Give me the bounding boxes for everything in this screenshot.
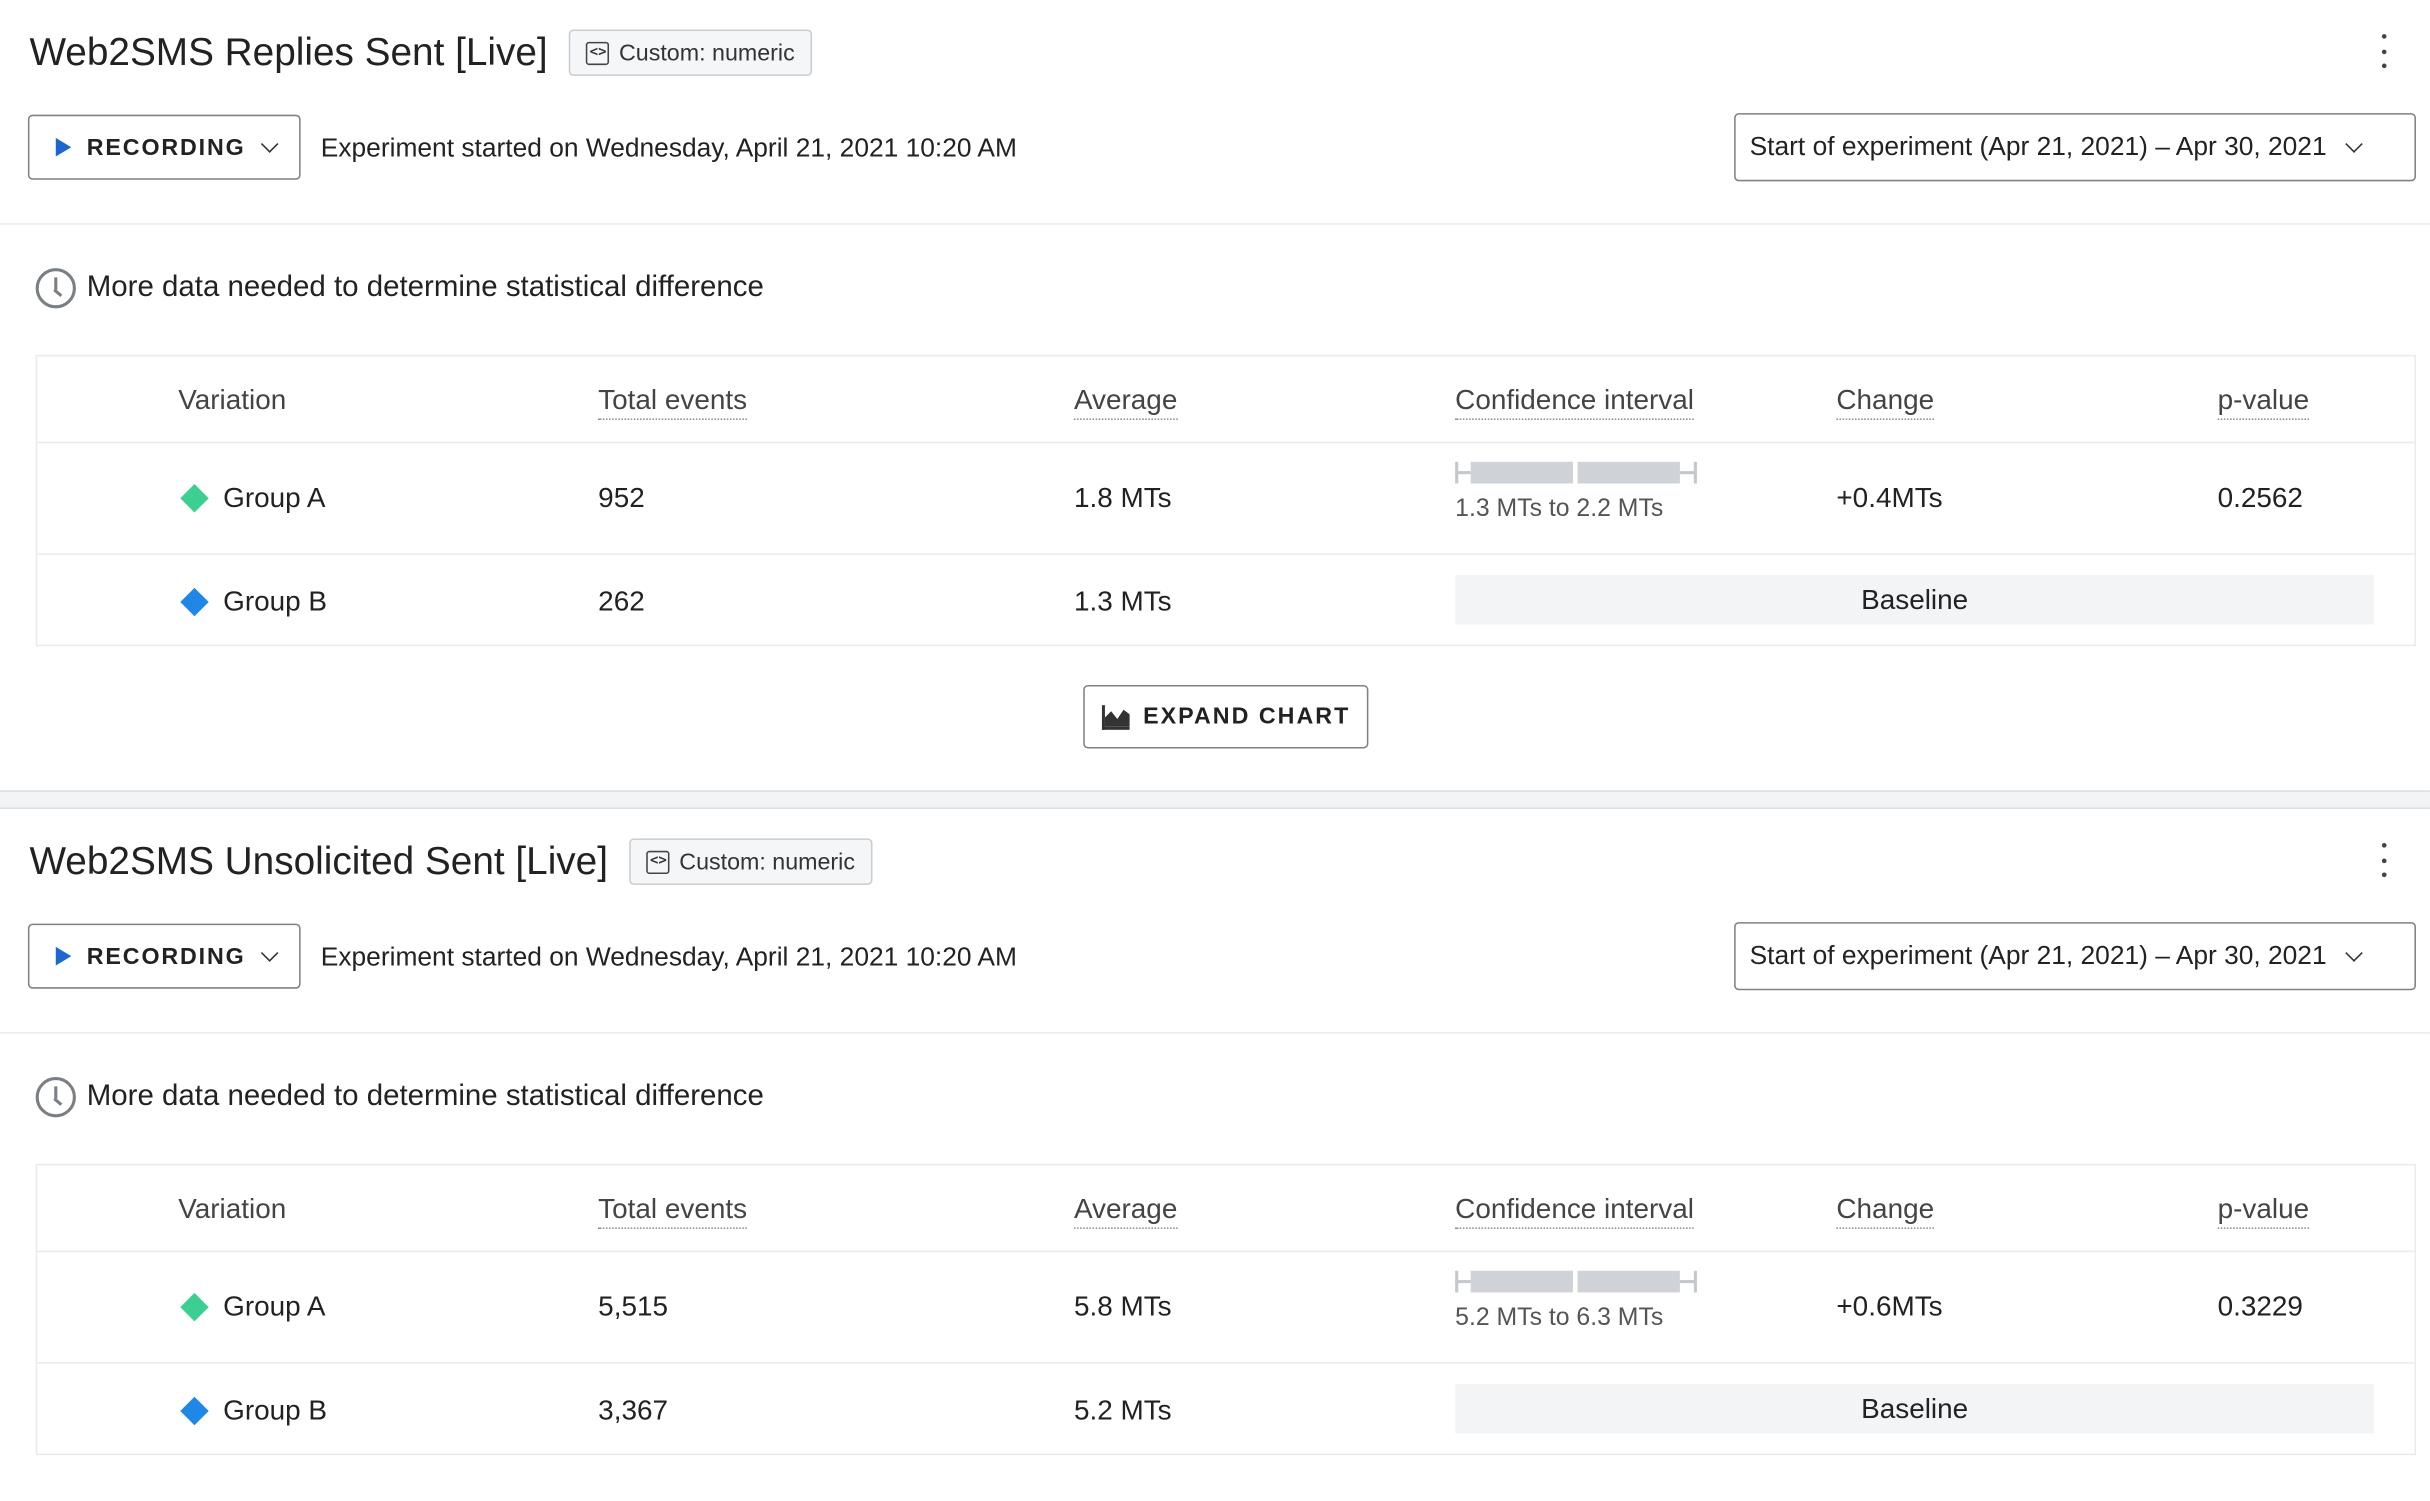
code-icon: <> [586, 41, 610, 65]
variation-name: Group B [223, 1394, 328, 1426]
experiment-started-text: Experiment started on Wednesday, April 2… [320, 942, 1017, 972]
date-range-select[interactable]: Start of experiment (Apr 21, 2021) – Apr… [1734, 922, 2416, 991]
kebab-menu-icon[interactable] [2377, 843, 2389, 878]
column-header-variation: Variation [178, 384, 287, 416]
variation-cell: Group A [178, 1290, 326, 1324]
metric-type-badge: <> Custom: numeric [569, 29, 812, 76]
column-header-p-value[interactable]: p-value [2217, 384, 2310, 420]
variation-name: Group A [223, 481, 326, 513]
status-text: More data needed to determine statistica… [86, 271, 764, 304]
clock-icon [35, 268, 76, 309]
table-row: Group A 952 1.8 MTs 1.3 MTs to 2.2 MTs [37, 443, 2415, 555]
divider [0, 1032, 2430, 1034]
metric-type-label: Custom: numeric [679, 848, 855, 875]
area-chart-icon [1101, 704, 1130, 730]
p-value: 0.2562 [2217, 481, 2303, 513]
table-row: Group B 262 1.3 MTs Baseline [37, 555, 2414, 645]
diamond-icon [180, 1292, 209, 1322]
play-icon [55, 137, 72, 157]
total-events-value: 3,367 [598, 1394, 668, 1426]
column-header-confidence-interval[interactable]: Confidence interval [1455, 1193, 1694, 1229]
code-icon: <> [646, 850, 670, 874]
column-header-change[interactable]: Change [1836, 1193, 1935, 1229]
change-value: +0.6MTs [1836, 1290, 1943, 1322]
table-row: Group B 3,367 5.2 MTs Baseline [37, 1364, 2414, 1454]
column-header-average[interactable]: Average [1073, 1193, 1178, 1229]
average-value: 1.8 MTs [1073, 481, 1172, 513]
metric-type-label: Custom: numeric [619, 39, 795, 66]
diamond-icon [180, 1396, 209, 1426]
chevron-down-icon [2345, 135, 2364, 153]
metric-card-unsolicited-sent: Web2SMS Unsolicited Sent [Live] <> Custo… [0, 809, 2430, 1500]
variation-cell: Group A [178, 481, 326, 515]
table-row: Group A 5,515 5.8 MTs 5.2 MTs to 6.3 MTs [37, 1252, 2415, 1364]
recording-dropdown-button[interactable]: RECORDING [27, 923, 301, 989]
column-header-variation: Variation [178, 1193, 287, 1225]
kebab-menu-icon[interactable] [2377, 34, 2389, 69]
recording-dropdown-button[interactable]: RECORDING [27, 114, 301, 180]
metric-title: Web2SMS Replies Sent [Live] [29, 30, 548, 74]
change-value: +0.4MTs [1836, 481, 1943, 513]
baseline-badge: Baseline [1455, 1383, 2375, 1434]
column-header-confidence-interval[interactable]: Confidence interval [1455, 384, 1694, 420]
status-text: More data needed to determine statistica… [86, 1080, 764, 1113]
variation-name: Group B [223, 585, 328, 617]
column-header-change[interactable]: Change [1836, 384, 1935, 420]
recording-label: RECORDING [86, 134, 246, 161]
experiment-started-text: Experiment started on Wednesday, April 2… [320, 133, 1017, 163]
significance-status: More data needed to determine statistica… [35, 1077, 764, 1118]
average-value: 5.8 MTs [1073, 1290, 1172, 1322]
section-separator [0, 790, 2430, 809]
confidence-interval-label: 5.2 MTs to 6.3 MTs [1455, 1304, 1664, 1332]
date-range-value: Start of experiment (Apr 21, 2021) – Apr… [1749, 131, 2327, 162]
significance-status: More data needed to determine statistica… [35, 268, 764, 309]
metric-title: Web2SMS Unsolicited Sent [Live] [29, 839, 608, 883]
total-events-value: 5,515 [598, 1290, 668, 1322]
chevron-down-icon [261, 944, 280, 962]
metric-header: Web2SMS Unsolicited Sent [Live] <> Custo… [29, 834, 873, 890]
results-table: Variation Total events Average Confidenc… [35, 1163, 2416, 1456]
confidence-interval-label: 1.3 MTs to 2.2 MTs [1455, 495, 1664, 523]
metric-card-replies-sent: Web2SMS Replies Sent [Live] <> Custom: n… [0, 0, 2430, 790]
average-value: 5.2 MTs [1073, 1394, 1172, 1426]
clock-icon [35, 1077, 76, 1118]
column-header-total-events[interactable]: Total events [598, 384, 748, 420]
divider [0, 223, 2430, 225]
confidence-interval-bar [1455, 460, 1697, 485]
average-value: 1.3 MTs [1073, 585, 1172, 617]
column-header-p-value[interactable]: p-value [2217, 1193, 2310, 1229]
column-header-total-events[interactable]: Total events [598, 1193, 748, 1229]
confidence-interval-cell: 1.3 MTs to 2.2 MTs [1455, 460, 1703, 524]
chevron-down-icon [2345, 944, 2364, 962]
p-value: 0.3229 [2217, 1290, 2303, 1322]
table-header-row: Variation Total events Average Confidenc… [37, 1165, 2415, 1253]
variation-cell: Group B [178, 1395, 327, 1428]
diamond-icon [180, 587, 209, 617]
total-events-value: 952 [598, 481, 645, 513]
baseline-badge: Baseline [1455, 574, 2375, 625]
play-icon [55, 946, 72, 966]
table-header-row: Variation Total events Average Confidenc… [37, 356, 2415, 444]
expand-chart-button[interactable]: EXPAND CHART [1083, 684, 1369, 749]
date-range-value: Start of experiment (Apr 21, 2021) – Apr… [1749, 940, 2327, 971]
expand-chart-label: EXPAND CHART [1143, 703, 1351, 730]
metric-header: Web2SMS Replies Sent [Live] <> Custom: n… [29, 25, 812, 81]
variation-name: Group A [223, 1290, 326, 1322]
recording-label: RECORDING [86, 942, 246, 970]
diamond-icon [180, 483, 209, 513]
results-table: Variation Total events Average Confidenc… [35, 354, 2416, 647]
confidence-interval-bar [1455, 1269, 1697, 1294]
total-events-value: 262 [598, 585, 645, 617]
chevron-down-icon [261, 135, 280, 153]
metric-type-badge: <> Custom: numeric [629, 838, 873, 885]
date-range-select[interactable]: Start of experiment (Apr 21, 2021) – Apr… [1734, 113, 2416, 182]
column-header-average[interactable]: Average [1073, 384, 1178, 420]
confidence-interval-cell: 5.2 MTs to 6.3 MTs [1455, 1269, 1703, 1333]
variation-cell: Group B [178, 586, 327, 619]
